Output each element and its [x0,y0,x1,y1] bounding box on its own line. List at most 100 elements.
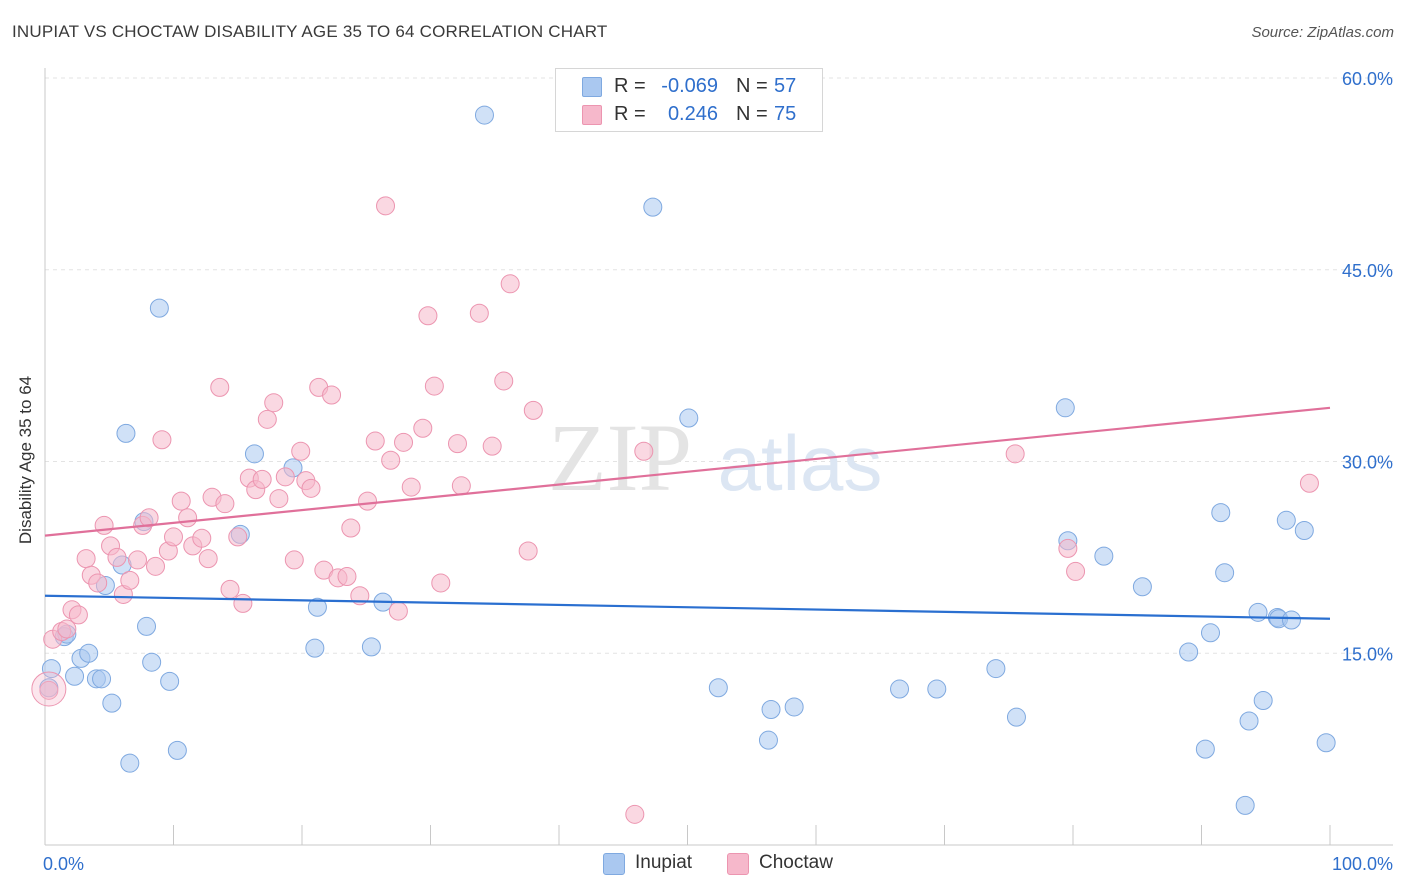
point-inupiat [784,697,804,717]
point-inupiat [708,678,728,698]
legend-r-label: R = [614,75,646,97]
chart-title: INUPIAT VS CHOCTAW DISABILITY AGE 35 TO … [12,22,608,41]
point-inupiat [361,637,381,657]
point-choctaw [275,467,295,487]
point-choctaw [424,376,444,396]
point-choctaw [57,619,77,639]
point-inupiat [160,671,180,691]
point-choctaw [76,549,96,569]
legend-n-label: N = [736,103,768,125]
point-inupiat [679,408,699,428]
point-choctaw [128,550,148,570]
point-inupiat [244,444,264,464]
point-inupiat [120,753,140,773]
point-inupiat [1179,642,1199,662]
point-inupiat [1195,739,1215,759]
point-choctaw [94,515,114,535]
point-inupiat [307,597,327,617]
point-inupiat [1211,503,1231,523]
point-inupiat [1006,707,1026,727]
point-inupiat [92,669,112,689]
point-choctaw [120,570,140,590]
bottom-legend-swatch-choctaw [727,853,749,875]
point-choctaw [68,605,88,625]
y-tick-label: 45.0% [1342,261,1393,281]
point-choctaw [88,573,108,593]
point-choctaw [500,274,520,294]
point-choctaw [215,494,235,514]
point-choctaw [388,601,408,621]
point-choctaw [269,489,289,509]
point-inupiat [1055,398,1075,418]
point-choctaw [451,476,471,496]
point-choctaw [337,567,357,587]
point-inupiat [986,659,1006,679]
legend-r-value: 0.246 [667,103,718,125]
legend-swatch-inupiat [582,77,602,97]
legend-r-value: -0.069 [661,75,718,97]
point-choctaw [107,547,127,567]
point-inupiat [1316,733,1336,753]
point-inupiat [1235,795,1255,815]
trend-line-choctaw [44,406,1331,537]
correlation-legend: R = -0.069 N = 57 R = 0.246 N = 75 [555,68,823,132]
point-choctaw [228,527,248,547]
point-choctaw [198,549,218,569]
point-choctaw [1066,561,1086,581]
point-choctaw [164,527,183,547]
point-choctaw [257,409,277,429]
point-choctaw [178,508,198,528]
point-inupiat [167,740,187,760]
point-choctaw [291,441,311,461]
point-choctaw [171,491,191,511]
point-choctaw [192,528,212,548]
trend-lines [44,406,1331,620]
point-inupiat [1132,577,1152,597]
point-choctaw-cluster [31,671,67,707]
bottom-legend-label: Choctaw [759,852,833,873]
point-choctaw [376,196,396,216]
point-inupiat [305,638,325,658]
x-tick-label: 100.0% [1332,854,1393,874]
y-tick-label: 60.0% [1342,69,1393,89]
point-choctaw [301,478,321,498]
legend-row-inupiat: R = -0.069 N = 57 [556,73,822,101]
point-choctaw [152,430,172,450]
point-inupiat [1094,546,1114,566]
point-choctaw [431,573,451,593]
point-inupiat [65,666,85,686]
point-choctaw [341,518,361,538]
point-choctaw [518,541,538,561]
bottom-legend-swatch-inupiat [603,853,625,875]
data-points [31,105,1336,824]
point-inupiat [758,730,778,750]
point-inupiat [1239,711,1259,731]
legend-n-label: N = [736,75,768,97]
point-choctaw [233,593,253,613]
x-tick-label: 0.0% [43,854,84,874]
legend-n-value: 75 [774,103,797,125]
legend-row-choctaw: R = 0.246 N = 75 [556,101,822,129]
point-inupiat [1200,623,1220,643]
point-choctaw [284,550,304,570]
legend-swatch-choctaw [582,105,602,125]
point-inupiat [102,693,122,713]
point-choctaw [358,491,378,511]
point-choctaw [634,441,654,461]
point-inupiat [149,298,169,318]
point-inupiat [142,652,162,672]
point-choctaw [322,385,342,405]
point-inupiat [79,643,99,663]
watermark-zip: ZIP [548,404,692,511]
point-inupiat [1276,510,1296,530]
point-inupiat [137,616,157,636]
y-tick-label: 15.0% [1342,644,1393,664]
axes [44,68,1393,846]
point-choctaw [146,556,166,576]
point-inupiat [1215,563,1235,583]
legend-n-value: 57 [774,75,797,97]
point-choctaw [394,432,414,452]
point-inupiat [761,699,781,719]
point-choctaw [220,579,240,599]
